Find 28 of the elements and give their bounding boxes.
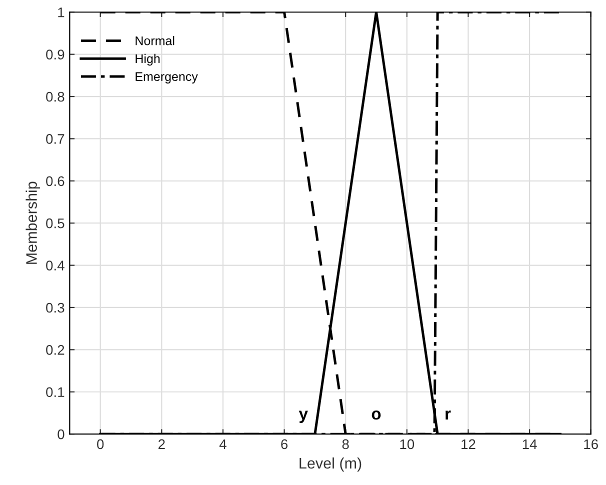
- y-axis-title: Membership: [26, 182, 40, 264]
- x-tick-label: 12: [462, 439, 476, 449]
- x-axis-title: Level (m): [300, 457, 362, 472]
- y-tick-label: 0.2: [46, 345, 64, 355]
- x-tick-label: 10: [400, 439, 414, 450]
- legend-label: Normal: [136, 36, 174, 46]
- y-tick-label: 0.6: [46, 176, 64, 186]
- x-tick-label: 8: [342, 439, 349, 450]
- legend-label: Emergency: [136, 72, 198, 84]
- x-tick-label: 14: [522, 439, 537, 449]
- y-tick-label: 0.9: [46, 50, 64, 60]
- legend-label: High: [136, 54, 160, 66]
- x-tick-label: 2: [158, 439, 165, 449]
- y-tick-label: 0.5: [46, 218, 64, 228]
- x-tick-label: 6: [281, 439, 288, 450]
- y-tick-label: 0.8: [46, 92, 64, 102]
- y-tick-label: 0.1: [46, 387, 64, 398]
- y-tick-label: 0.3: [46, 302, 64, 313]
- x-tick-label: 0: [97, 439, 104, 450]
- y-tick-label: 0: [58, 429, 64, 440]
- annotation: r: [446, 410, 451, 420]
- y-tick-label: 0.7: [46, 134, 64, 144]
- annotation: o: [372, 410, 381, 420]
- y-tick-label: 0.4: [46, 260, 64, 270]
- x-tick-label: 16: [584, 439, 598, 450]
- annotation: y: [298, 410, 308, 423]
- x-tick-label: 4: [219, 439, 226, 449]
- y-tick-label: 1: [58, 8, 64, 18]
